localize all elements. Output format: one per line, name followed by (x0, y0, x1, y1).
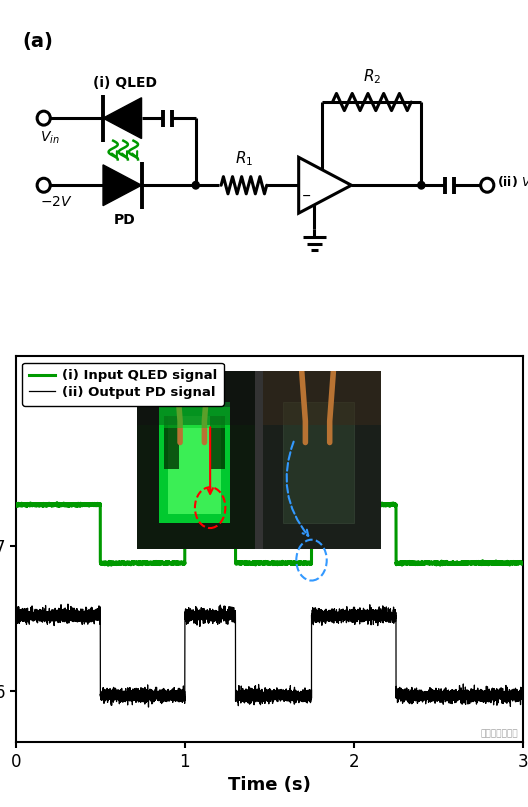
Text: (ii) $V_{out}$: (ii) $V_{out}$ (497, 174, 528, 190)
Circle shape (37, 178, 50, 192)
(ii) Output PD signal (330, 611, 336, 621)
(i) Input QLED signal (511, 558, 517, 567)
(ii) Output PD signal (511, 692, 517, 702)
(ii) Output PD signal (520, 691, 526, 700)
(i) Input QLED signal (323, 500, 329, 509)
Polygon shape (103, 165, 142, 206)
Text: (a): (a) (22, 32, 53, 51)
(ii) Output PD signal (413, 688, 419, 698)
Line: (ii) Output PD signal: (ii) Output PD signal (16, 604, 523, 707)
Circle shape (37, 111, 50, 125)
Legend: (i) Input QLED signal, (ii) Output PD signal: (i) Input QLED signal, (ii) Output PD si… (22, 362, 224, 406)
(i) Input QLED signal (54, 498, 60, 508)
(i) Input QLED signal (148, 558, 155, 567)
(ii) Output PD signal (42, 611, 48, 621)
Text: −: − (301, 190, 311, 201)
(i) Input QLED signal (13, 500, 19, 510)
(i) Input QLED signal (330, 500, 336, 509)
(i) Input QLED signal (105, 560, 111, 570)
(ii) Output PD signal (148, 694, 155, 704)
Text: 材料科学与工程: 材料科学与工程 (480, 730, 517, 738)
(ii) Output PD signal (65, 600, 71, 609)
Text: PD: PD (114, 213, 136, 227)
X-axis label: Time (s): Time (s) (228, 776, 310, 794)
Polygon shape (299, 157, 352, 213)
(i) Input QLED signal (42, 500, 48, 509)
Line: (i) Input QLED signal: (i) Input QLED signal (16, 503, 523, 565)
Circle shape (418, 182, 425, 189)
Text: (i) QLED: (i) QLED (93, 76, 157, 90)
(ii) Output PD signal (323, 604, 329, 614)
Circle shape (480, 178, 494, 192)
Polygon shape (103, 98, 142, 139)
Text: $R_2$: $R_2$ (363, 67, 381, 86)
Text: $V_{in}$: $V_{in}$ (40, 130, 59, 146)
Text: $-2V$: $-2V$ (40, 195, 72, 209)
(i) Input QLED signal (413, 558, 419, 568)
(ii) Output PD signal (13, 607, 19, 617)
Text: $R_1$: $R_1$ (235, 149, 253, 168)
Circle shape (192, 182, 200, 189)
(i) Input QLED signal (520, 558, 526, 568)
(ii) Output PD signal (145, 702, 152, 712)
